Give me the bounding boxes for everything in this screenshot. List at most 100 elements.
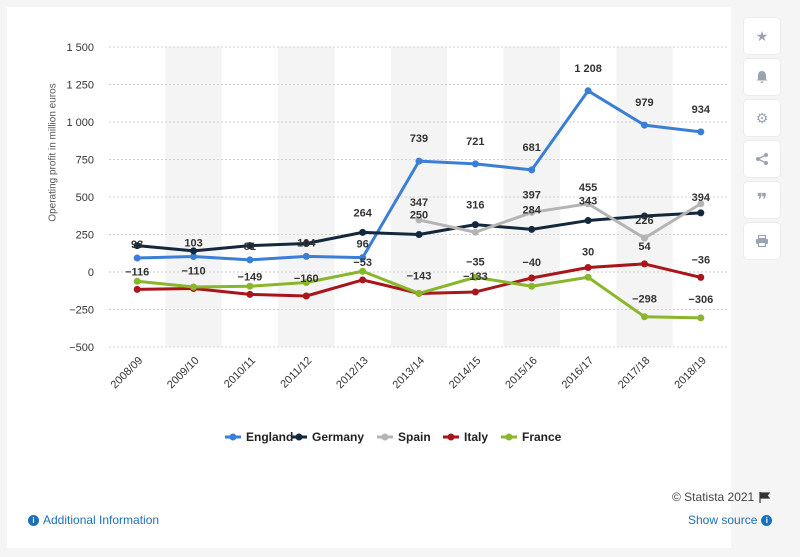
data-point-germany (302, 240, 310, 247)
data-point-italy (471, 288, 479, 296)
y-tick-label: 1 500 (66, 42, 94, 54)
data-point-france (133, 277, 141, 285)
quote-icon[interactable]: ❞ (744, 182, 780, 218)
data-point-france (302, 279, 310, 286)
data-label: 54 (638, 241, 651, 253)
data-point-italy (302, 292, 310, 300)
data-label: 284 (523, 204, 542, 216)
print-icon[interactable] (744, 223, 780, 259)
data-point-spain (415, 216, 423, 224)
y-tick-label: −500 (69, 342, 94, 354)
x-tick-label: 2010/11 (222, 355, 258, 391)
x-tick-label: 2015/16 (503, 355, 540, 392)
data-point-france (471, 273, 479, 281)
data-point-england (302, 252, 310, 260)
data-point-germany (133, 242, 141, 250)
x-tick-label: 2012/13 (334, 355, 371, 392)
y-tick-label: 0 (88, 267, 94, 279)
data-point-spain (471, 228, 479, 236)
flag-icon (759, 491, 771, 503)
data-point-germany (359, 228, 367, 236)
x-tick-label: 2011/12 (278, 355, 314, 391)
data-label: −35 (466, 256, 485, 268)
gear-icon[interactable]: ⚙ (744, 100, 780, 136)
data-point-france (528, 282, 536, 290)
legend-marker (381, 433, 389, 441)
data-label: −40 (522, 257, 541, 269)
info-icon: i (28, 514, 39, 526)
x-tick-label: 2013/14 (391, 355, 428, 392)
data-label: 316 (466, 200, 484, 212)
statista-credit[interactable]: © Statista 2021 (672, 490, 771, 504)
data-point-england (697, 128, 705, 136)
data-point-italy (640, 260, 648, 268)
data-label: −116 (125, 266, 149, 278)
legend-marker (447, 433, 455, 441)
y-axis-title: Operating profit in million euros (47, 83, 59, 222)
data-point-england (415, 157, 423, 165)
legend-marker (505, 433, 513, 441)
data-point-england (584, 87, 592, 95)
legend-label: France (522, 430, 562, 444)
additional-information-label: Additional Information (43, 513, 160, 527)
data-point-germany (471, 221, 479, 229)
data-label: 681 (523, 142, 541, 154)
show-source-label: Show source (688, 513, 758, 527)
data-point-england (471, 160, 479, 168)
line-chart: −500 −250 0 250 500 750 1 000 1 250 1 500 2008/0… (66, 42, 729, 444)
data-label: 250 (410, 210, 428, 222)
data-point-france (415, 289, 423, 297)
data-label: 104 (297, 237, 316, 249)
data-label: 721 (466, 136, 484, 148)
x-tick-label: 2009/10 (165, 355, 202, 392)
legend-label: Italy (464, 430, 488, 444)
data-label: 226 (635, 215, 653, 227)
data-label: 394 (692, 192, 711, 204)
y-tick-label: 1 000 (66, 117, 94, 129)
share-icon[interactable] (744, 141, 780, 177)
data-label: −143 (407, 270, 432, 282)
y-tick-label: 250 (76, 230, 94, 242)
data-point-germany (697, 209, 705, 217)
data-point-england (190, 253, 198, 261)
x-tick-label: 2017/18 (616, 355, 653, 392)
additional-information-link[interactable]: i Additional Information (28, 513, 159, 527)
data-label: 979 (635, 97, 653, 109)
data-point-france (246, 282, 254, 290)
data-label: 739 (410, 133, 428, 145)
y-tick-label: 1 250 (66, 80, 94, 92)
data-label: −306 (688, 294, 713, 306)
data-point-germany (584, 217, 592, 225)
data-point-germany (246, 242, 254, 250)
legend-label: Spain (398, 430, 431, 444)
data-label: −53 (353, 257, 372, 269)
data-point-england (359, 254, 367, 262)
data-point-france (359, 267, 367, 275)
data-point-germany (640, 212, 648, 220)
chart-card: −500 −250 0 250 500 750 1 000 1 250 1 500 2008/0… (7, 7, 731, 548)
data-point-spain (528, 208, 536, 216)
data-point-england (133, 254, 141, 262)
data-label: 96 (357, 239, 369, 251)
data-point-italy (246, 290, 254, 298)
bell-icon[interactable] (744, 59, 780, 95)
data-label: 81 (244, 241, 256, 253)
star-icon[interactable]: ★ (744, 18, 780, 54)
data-point-spain (640, 234, 648, 242)
show-source-link[interactable]: Show source i (688, 513, 773, 527)
data-label: 264 (353, 207, 372, 219)
data-label: −149 (238, 271, 263, 283)
data-point-italy (359, 276, 367, 284)
data-label: 934 (692, 104, 711, 116)
data-label: 93 (131, 239, 143, 251)
data-point-germany (528, 225, 536, 233)
data-point-germany (190, 247, 198, 255)
data-point-spain (584, 200, 592, 208)
y-tick-label: 500 (76, 192, 94, 204)
data-label: 30 (582, 247, 594, 259)
legend-marker (229, 433, 237, 441)
info-icon: i (761, 514, 773, 526)
data-point-spain (697, 200, 705, 208)
data-label: −160 (294, 273, 319, 285)
data-label: 455 (579, 182, 597, 194)
